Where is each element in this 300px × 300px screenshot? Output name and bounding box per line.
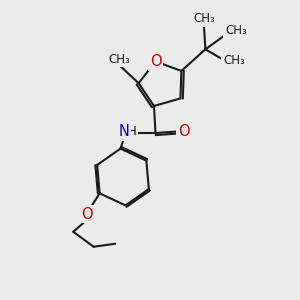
Text: N: N [119, 124, 130, 139]
Text: H: H [127, 125, 136, 138]
Text: CH₃: CH₃ [193, 12, 215, 25]
Text: CH₃: CH₃ [109, 53, 130, 66]
Text: CH₃: CH₃ [223, 54, 245, 67]
Text: O: O [81, 207, 93, 222]
Text: O: O [150, 54, 161, 69]
Text: CH₃: CH₃ [225, 24, 247, 37]
Text: O: O [178, 124, 190, 139]
